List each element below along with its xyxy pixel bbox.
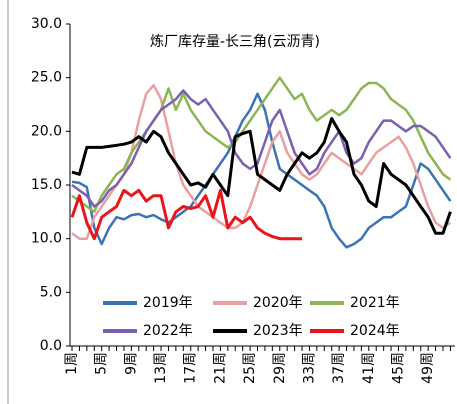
legend-label: 2022年: [143, 323, 193, 339]
x-tick-label: 41周: [361, 352, 377, 384]
x-tick-label: 29周: [272, 352, 288, 384]
series-line: [70, 188, 302, 241]
x-tick-label: 9周: [123, 352, 139, 375]
series-line: [71, 117, 452, 235]
legend-label: 2023年: [253, 323, 303, 339]
legend-label: 2024年: [350, 323, 400, 339]
x-tick-label: 5周: [94, 352, 110, 375]
x-tick-label: 25周: [242, 352, 258, 384]
legend-label: 2020年: [253, 295, 303, 311]
y-tick-label: 20.0: [31, 123, 62, 139]
y-tick-label: 15.0: [31, 177, 62, 193]
series-line: [71, 92, 452, 249]
y-tick-label: 5.0: [40, 284, 62, 300]
x-tick-label: 21周: [212, 352, 228, 384]
x-tick-label: 17周: [183, 352, 199, 384]
series-line: [71, 83, 452, 240]
legend-label: 2019年: [143, 295, 193, 311]
x-tick-label: 1周: [64, 352, 80, 375]
x-tick-label: 33周: [301, 352, 317, 384]
y-tick-label: 10.0: [31, 231, 62, 247]
series-line: [71, 89, 452, 208]
y-tick-label: 30.0: [31, 16, 62, 32]
legend-label: 2021年: [350, 295, 400, 311]
x-tick-label: 49周: [420, 352, 436, 384]
y-tick-label: 0.0: [40, 338, 62, 354]
x-tick-label: 45周: [390, 352, 406, 384]
chart-title: 炼厂库存量-长三角(云沥青): [150, 34, 320, 50]
series-line: [71, 76, 452, 214]
x-tick-label: 13周: [153, 352, 169, 384]
y-tick-label: 25.0: [31, 70, 62, 86]
x-tick-label: 37周: [331, 352, 347, 384]
